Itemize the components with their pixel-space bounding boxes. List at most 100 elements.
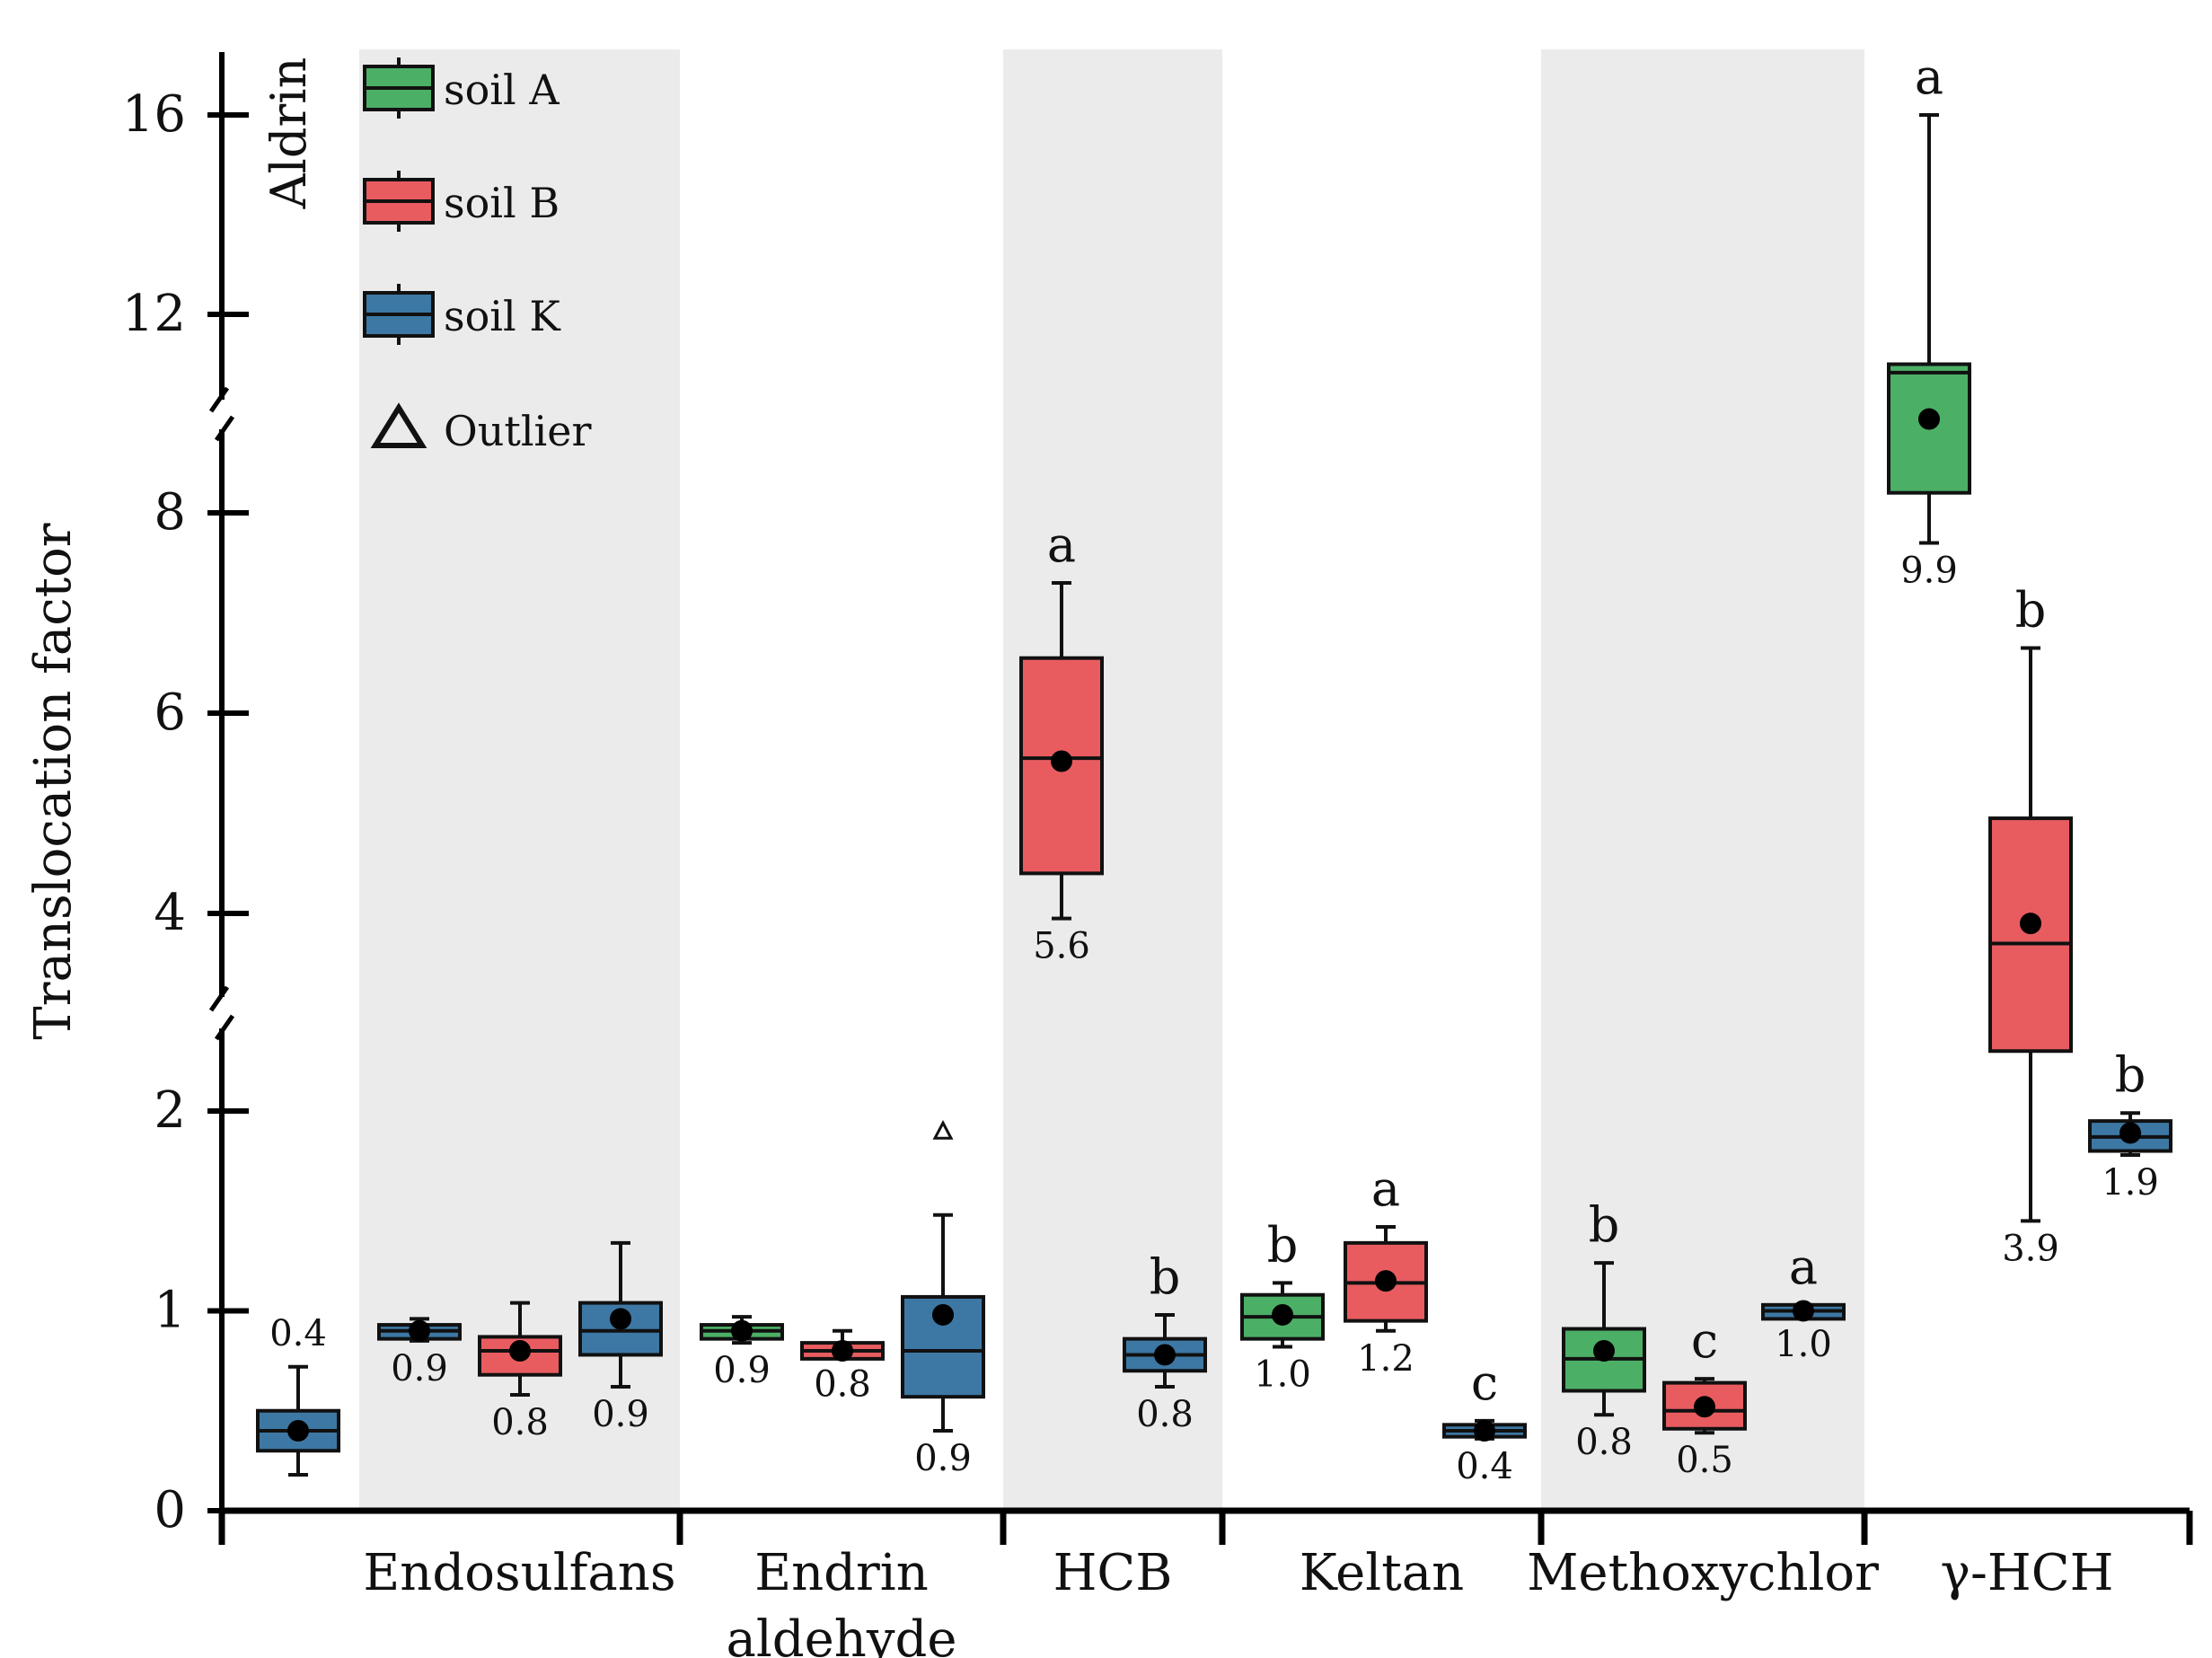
value-label: 0.4: [1456, 1446, 1513, 1487]
box-keltan-soil-k: 0.4 c: [1442, 1354, 1527, 1487]
mean-marker: [2020, 913, 2041, 935]
significance-letter: a: [1915, 49, 1943, 105]
value-label: 1.0: [1775, 1324, 1832, 1365]
mean-marker: [731, 1319, 753, 1342]
significance-letter: a: [1789, 1239, 1818, 1295]
x-category-label: Endrin: [754, 1544, 929, 1602]
mean-marker: [1051, 750, 1072, 772]
value-label: 1.0: [1254, 1354, 1311, 1396]
box-body: [1988, 816, 2073, 1054]
value-label: 1.9: [2102, 1162, 2159, 1204]
value-label: 3.9: [2002, 1228, 2059, 1269]
box-endrin-aldehyde-soil-b: 0.8: [800, 1328, 885, 1406]
x-category-label-aldrin: Aldrin: [260, 57, 317, 210]
box-endosulfans-soil-k: 0.9: [377, 1317, 462, 1389]
mean-marker: [1272, 1303, 1293, 1326]
legend-item-soil-a: soil A: [363, 57, 560, 119]
legend-label: Outlier: [444, 407, 591, 455]
y-axis-label: Translocation factor: [24, 523, 83, 1039]
significance-letter: a: [1047, 516, 1076, 573]
y-tick-label: 4: [154, 884, 186, 942]
y-tick-label: 12: [122, 285, 186, 343]
box-keltan-soil-b: 1.2 a: [1344, 1160, 1428, 1380]
significance-letter: c: [1471, 1354, 1498, 1411]
value-label: 0.9: [713, 1350, 771, 1391]
legend-item-soil-b: soil B: [363, 171, 560, 232]
mean-marker: [1694, 1396, 1715, 1418]
box--hch-soil-a: 9.9 a: [1887, 49, 1971, 591]
value-label: 1.2: [1357, 1338, 1414, 1380]
y-tick-label: 16: [122, 85, 186, 144]
value-label: 0.8: [1136, 1394, 1194, 1435]
y-tick-label: 8: [154, 483, 186, 542]
box-keltan-soil-a: 1.0 b: [1240, 1216, 1325, 1396]
box-methoxychlor-soil-k: 1.0 a: [1761, 1239, 1846, 1365]
mean-marker: [1375, 1270, 1397, 1292]
y-axis-break-mark: [208, 985, 230, 1012]
value-label: 0.5: [1676, 1440, 1733, 1481]
category-shading: [359, 49, 1864, 1511]
x-category-label: Endosulfans: [363, 1544, 675, 1602]
x-category-label: Keltan: [1300, 1544, 1464, 1602]
value-label: 0.8: [1575, 1422, 1633, 1463]
significance-letter: b: [2115, 1046, 2146, 1103]
mean-marker: [509, 1340, 531, 1362]
y-tick-label: 0: [154, 1481, 186, 1539]
box-endosulfans-soil-k: 0.9: [578, 1240, 663, 1435]
significance-letter: b: [1589, 1196, 1620, 1253]
significance-letter: c: [1691, 1312, 1718, 1369]
x-category-label: Methoxychlor: [1527, 1544, 1879, 1602]
significance-letter: a: [1371, 1160, 1400, 1217]
mean-marker: [1474, 1420, 1495, 1442]
x-category-label: HCB: [1053, 1544, 1173, 1602]
mean-marker: [1918, 408, 1940, 430]
y-tick-label: 1: [154, 1282, 186, 1340]
value-label: 0.8: [814, 1364, 871, 1406]
legend-item-outlier: Outlier: [370, 402, 591, 455]
legend-label: soil B: [444, 179, 560, 227]
x-category-label: γ-HCH: [1941, 1544, 2114, 1602]
value-label: 0.4: [269, 1313, 327, 1354]
significance-letter: b: [1150, 1248, 1181, 1305]
mean-marker: [2119, 1122, 2141, 1144]
box-hcb-soil-b: 5.6 a: [1019, 516, 1104, 967]
boxes: 0.4 0.9 0.8 0.9 0.9 0.8 0.9 5.6 a 0.8 b 1.0 b 1.2 a 0.4…: [256, 49, 2172, 1487]
y-tick-label: 6: [154, 683, 186, 742]
box--hch-soil-b: 3.9 b: [1988, 582, 2073, 1269]
outlier-marker: [932, 1120, 954, 1140]
y-tick-label: 2: [154, 1081, 186, 1140]
mean-marker: [1793, 1300, 1814, 1322]
mean-marker: [832, 1340, 853, 1362]
box-methoxychlor-soil-a: 0.8 b: [1562, 1196, 1646, 1463]
legend-item-soil-k: soil K: [363, 284, 561, 345]
box-endrin-aldehyde-soil-k: 0.9: [901, 1120, 985, 1479]
box-hcb-soil-k: 0.8 b: [1123, 1248, 1207, 1435]
box-methoxychlor-soil-b: 0.5 c: [1662, 1312, 1747, 1481]
box-endrin-aldehyde-soil-a: 0.9: [700, 1315, 784, 1391]
legend-outlier-triangle: [370, 402, 427, 448]
y-axis-break-mark: [208, 386, 230, 413]
shaded-band-5: [1541, 49, 1864, 1511]
legend: soil A soil B soil K Outlier: [363, 57, 591, 455]
mean-marker: [932, 1303, 954, 1326]
value-label: 0.9: [914, 1438, 972, 1479]
value-label: 5.6: [1033, 926, 1090, 967]
legend-label: soil K: [444, 292, 561, 340]
mean-marker: [1593, 1340, 1615, 1362]
box-endosulfans-soil-b: 0.8: [478, 1301, 562, 1443]
mean-marker: [1154, 1344, 1176, 1366]
value-label: 0.9: [391, 1348, 448, 1389]
value-label: 0.8: [491, 1402, 549, 1443]
box--hch-soil-k: 1.9 b: [2088, 1046, 2172, 1204]
y-axis-break-mark: [214, 415, 235, 442]
value-label: 9.9: [1900, 550, 1958, 591]
mean-marker: [409, 1319, 430, 1342]
value-label: 0.9: [592, 1394, 649, 1435]
legend-label: soil A: [444, 66, 560, 114]
mean-marker: [287, 1420, 309, 1442]
x-category-label: aldehyde: [727, 1610, 957, 1658]
shaded-band-1: [359, 49, 680, 1511]
significance-letter: b: [2015, 582, 2047, 639]
